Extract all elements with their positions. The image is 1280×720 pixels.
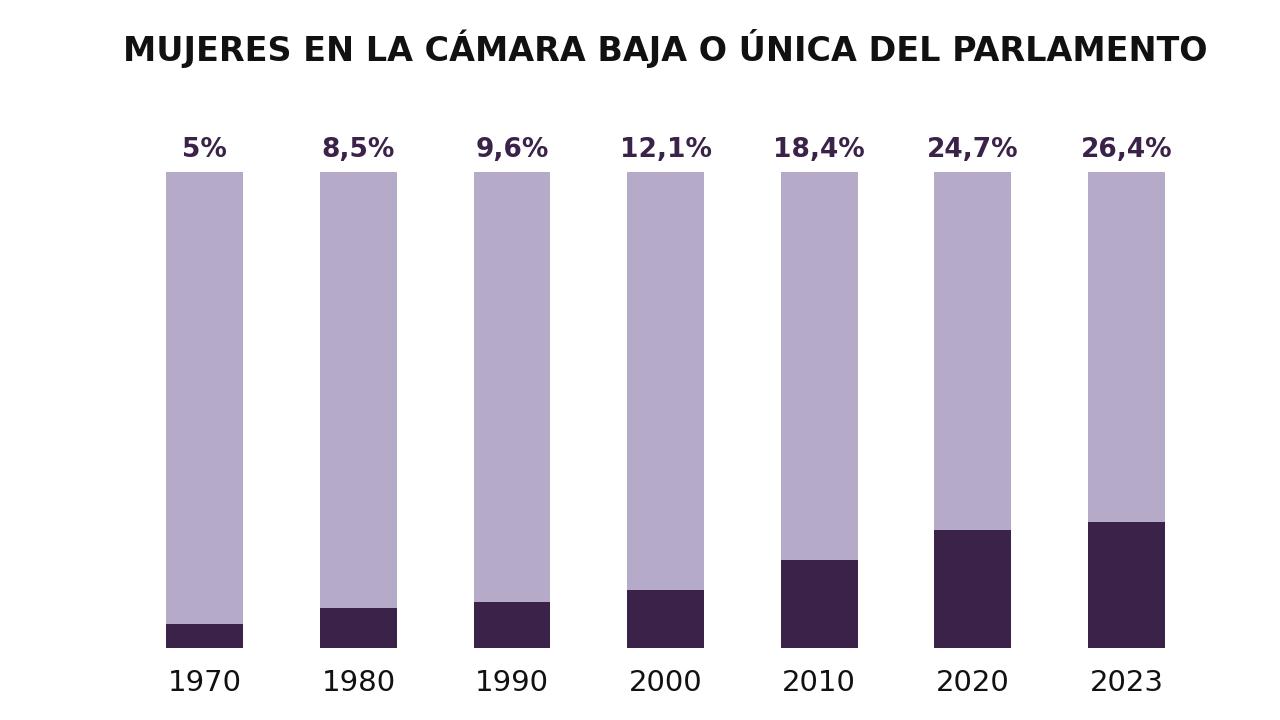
Bar (781, 172, 858, 560)
Text: 12,1%: 12,1% (620, 137, 712, 163)
Bar (320, 608, 397, 648)
Bar (1088, 172, 1165, 522)
Bar (781, 560, 858, 648)
Bar (474, 603, 550, 648)
Title: MUJERES EN LA CÁMARA BAJA O ÚNICA DEL PARLAMENTO: MUJERES EN LA CÁMARA BAJA O ÚNICA DEL PA… (123, 30, 1208, 68)
Bar (166, 172, 243, 624)
Bar (474, 172, 550, 603)
Bar (934, 531, 1011, 648)
Bar (166, 624, 243, 648)
Bar (934, 172, 1011, 531)
Bar (627, 590, 704, 648)
Bar (320, 172, 397, 608)
Bar (1088, 522, 1165, 648)
Text: 18,4%: 18,4% (773, 137, 865, 163)
Bar (627, 172, 704, 590)
Text: 9,6%: 9,6% (475, 137, 549, 163)
Text: 26,4%: 26,4% (1080, 137, 1172, 163)
Text: 5%: 5% (182, 137, 228, 163)
Text: 24,7%: 24,7% (927, 137, 1019, 163)
Text: 8,5%: 8,5% (321, 137, 396, 163)
